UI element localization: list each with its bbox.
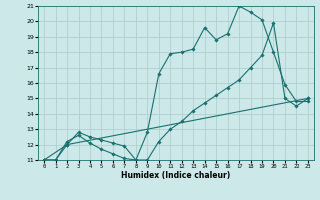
X-axis label: Humidex (Indice chaleur): Humidex (Indice chaleur) bbox=[121, 171, 231, 180]
